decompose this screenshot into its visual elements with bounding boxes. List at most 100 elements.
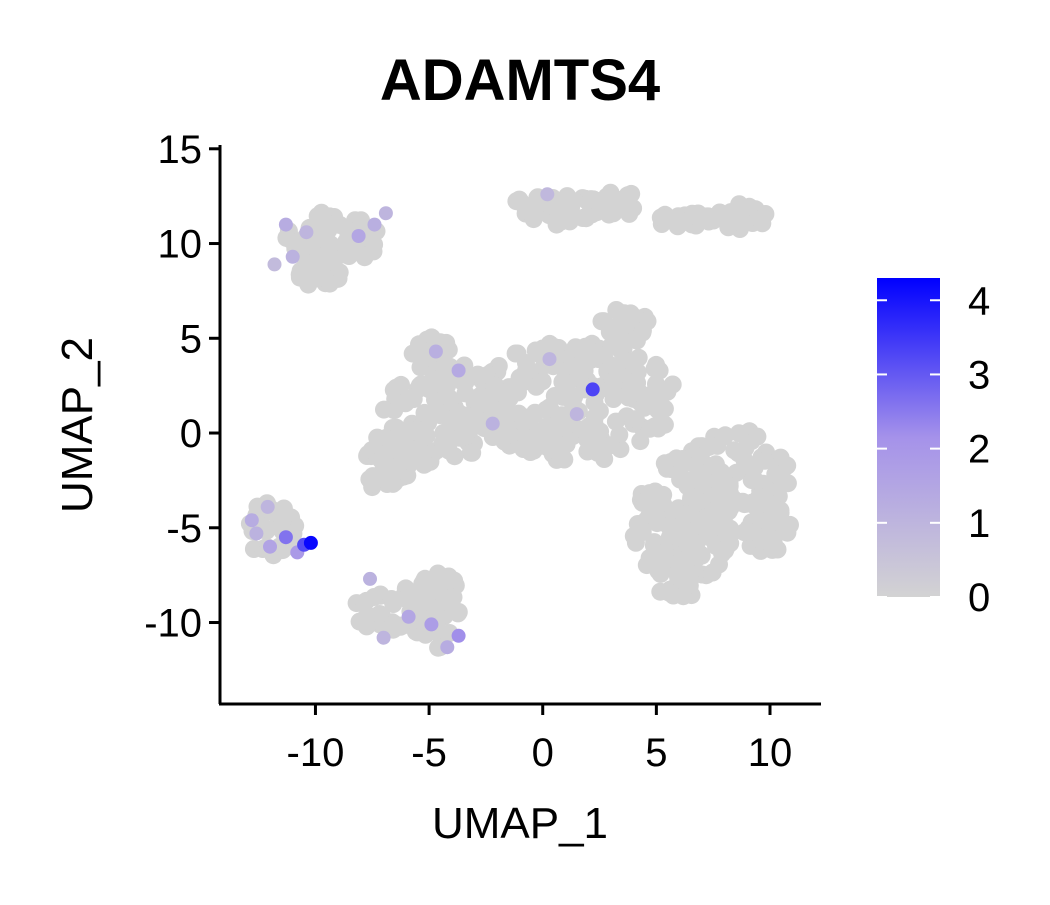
cell-point (715, 427, 734, 446)
expressing-cell-point (367, 217, 382, 232)
cell-point (517, 354, 535, 372)
expressing-cell-point (451, 628, 466, 643)
cell-point (427, 571, 446, 589)
cell-point (588, 443, 607, 462)
cell-point (480, 399, 499, 418)
cell-point (633, 321, 652, 340)
cell-point (409, 439, 428, 458)
cell-point (602, 436, 621, 455)
cell-point (721, 203, 740, 222)
cell-point (273, 541, 292, 560)
expressing-cell-point (363, 571, 377, 586)
cell-point (384, 595, 403, 613)
cell-point (450, 428, 469, 447)
expressing-cell-point (249, 526, 264, 541)
cell-point (729, 424, 748, 443)
expressing-cell-point (303, 535, 318, 550)
cell-point (370, 605, 389, 623)
expressing-cell-point (244, 513, 259, 528)
cell-point (719, 218, 738, 237)
cell-point (320, 274, 339, 293)
y-ticks: -10 -5 0 5 10 15 (144, 128, 220, 646)
cell-point (685, 547, 704, 566)
cell-point (781, 515, 799, 534)
cell-point (597, 187, 616, 206)
cell-point (645, 417, 664, 436)
cell-point (403, 344, 422, 363)
expressing-cell-point (428, 344, 443, 359)
cell-point (497, 417, 516, 436)
cell-point (621, 304, 640, 323)
cell-point (442, 413, 461, 432)
cell-point (274, 499, 293, 518)
expressing-cell-point (569, 407, 584, 422)
cell-point (546, 338, 565, 357)
cell-point (647, 397, 666, 416)
colorbar-ticks: 0 1 2 3 4 (877, 279, 990, 620)
cell-point (622, 184, 641, 203)
cell-point (457, 406, 475, 425)
cell-point (651, 208, 670, 227)
cell-point (611, 359, 629, 378)
expressing-cell-point (424, 617, 439, 632)
expressing-cell-point (378, 206, 393, 221)
cell-point (356, 609, 375, 628)
cell-point (655, 454, 674, 473)
cell-point (365, 588, 384, 606)
cell-point (590, 402, 609, 420)
colorbar-tick-label: 1 (968, 502, 990, 546)
cell-point (435, 364, 454, 383)
cell-point (647, 355, 666, 374)
cell-point (660, 583, 679, 602)
cell-point (578, 338, 597, 357)
expressing-cell-point (278, 217, 293, 232)
cell-point (308, 207, 327, 226)
cell-point (551, 446, 570, 465)
cell-point (517, 428, 536, 447)
y-axis-label: UMAP_2 (53, 337, 102, 513)
y-tick-label: 15 (158, 128, 203, 172)
cell-point (604, 374, 623, 393)
cell-point (439, 340, 458, 359)
cell-point (760, 514, 778, 533)
expressing-cell-point (267, 257, 282, 272)
cell-point (711, 484, 730, 503)
cell-point (420, 380, 439, 399)
cell-point (521, 443, 540, 461)
cell-point (778, 474, 797, 493)
cell-point (640, 484, 659, 503)
y-tick-label: -5 (166, 507, 202, 551)
colorbar-tick-label: 2 (968, 428, 990, 472)
cell-point (443, 575, 462, 594)
axes (218, 145, 821, 706)
cell-point (740, 197, 759, 216)
colorbar-tick-label: 3 (968, 353, 990, 397)
x-tick-label: 0 (532, 731, 554, 775)
x-ticks: -10 -5 0 5 10 (287, 704, 792, 775)
cell-point (526, 341, 545, 360)
expressing-cell-point (440, 640, 455, 655)
cell-point (748, 427, 767, 446)
expressing-cell-point (542, 352, 557, 367)
cell-point (331, 216, 349, 234)
x-tick-label: -5 (411, 731, 447, 775)
cell-point (665, 529, 684, 548)
cell-point (510, 373, 528, 392)
cell-point (537, 400, 556, 419)
colorbar-tick-label: 0 (968, 576, 990, 620)
cell-point (564, 388, 583, 407)
cell-point (671, 470, 690, 489)
expressing-cell-point (585, 382, 600, 397)
cell-point (703, 563, 722, 582)
cell-point (655, 543, 674, 562)
cell-point (621, 200, 640, 219)
cell-point (674, 587, 693, 606)
cell-point (404, 390, 423, 409)
y-tick-label: 10 (158, 223, 203, 267)
cell-point (689, 204, 708, 223)
cell-point (646, 500, 665, 519)
cell-point (319, 252, 338, 271)
cell-point (294, 263, 313, 282)
cell-point (295, 248, 313, 267)
